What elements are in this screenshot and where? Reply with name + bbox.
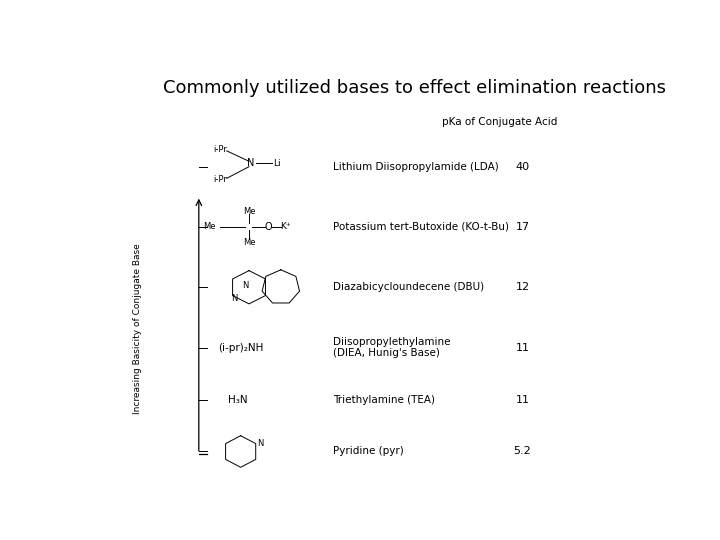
Text: O: O [265, 222, 272, 232]
Text: 40: 40 [516, 161, 529, 172]
Text: Commonly utilized bases to effect elimination reactions: Commonly utilized bases to effect elimin… [163, 79, 665, 97]
Text: Triethylamine (TEA): Triethylamine (TEA) [333, 395, 435, 404]
Text: Increasing Basicity of Conjugate Base: Increasing Basicity of Conjugate Base [133, 244, 142, 414]
Text: Li: Li [273, 159, 281, 168]
Text: N: N [231, 294, 238, 303]
Text: H₃N: H₃N [228, 395, 248, 404]
Text: N: N [243, 281, 249, 290]
Text: (DIEA, Hunig's Base): (DIEA, Hunig's Base) [333, 348, 440, 359]
Text: Me: Me [203, 222, 215, 232]
Text: i-Pr: i-Pr [213, 145, 227, 154]
Text: Lithium Diisopropylamide (LDA): Lithium Diisopropylamide (LDA) [333, 161, 498, 172]
Text: N: N [257, 439, 264, 448]
Text: Diisopropylethylamine: Diisopropylethylamine [333, 337, 450, 347]
Text: Pyridine (pyr): Pyridine (pyr) [333, 447, 403, 456]
Text: pKa of Conjugate Acid: pKa of Conjugate Acid [443, 117, 558, 127]
Text: Me: Me [243, 238, 256, 247]
Text: 12: 12 [516, 282, 529, 292]
Text: N: N [247, 158, 254, 168]
Text: Potassium tert-Butoxide (KO-t-Bu): Potassium tert-Butoxide (KO-t-Bu) [333, 222, 509, 232]
Text: (i-pr)₂NH: (i-pr)₂NH [218, 342, 264, 353]
Text: 5.2: 5.2 [513, 447, 531, 456]
Text: K⁺: K⁺ [281, 222, 291, 232]
Text: Me: Me [243, 207, 256, 215]
Text: 11: 11 [516, 395, 529, 404]
Text: Diazabicycloundecene (DBU): Diazabicycloundecene (DBU) [333, 282, 484, 292]
Text: 17: 17 [516, 222, 529, 232]
Text: 11: 11 [516, 342, 529, 353]
Text: i-Pr: i-Pr [213, 176, 227, 185]
